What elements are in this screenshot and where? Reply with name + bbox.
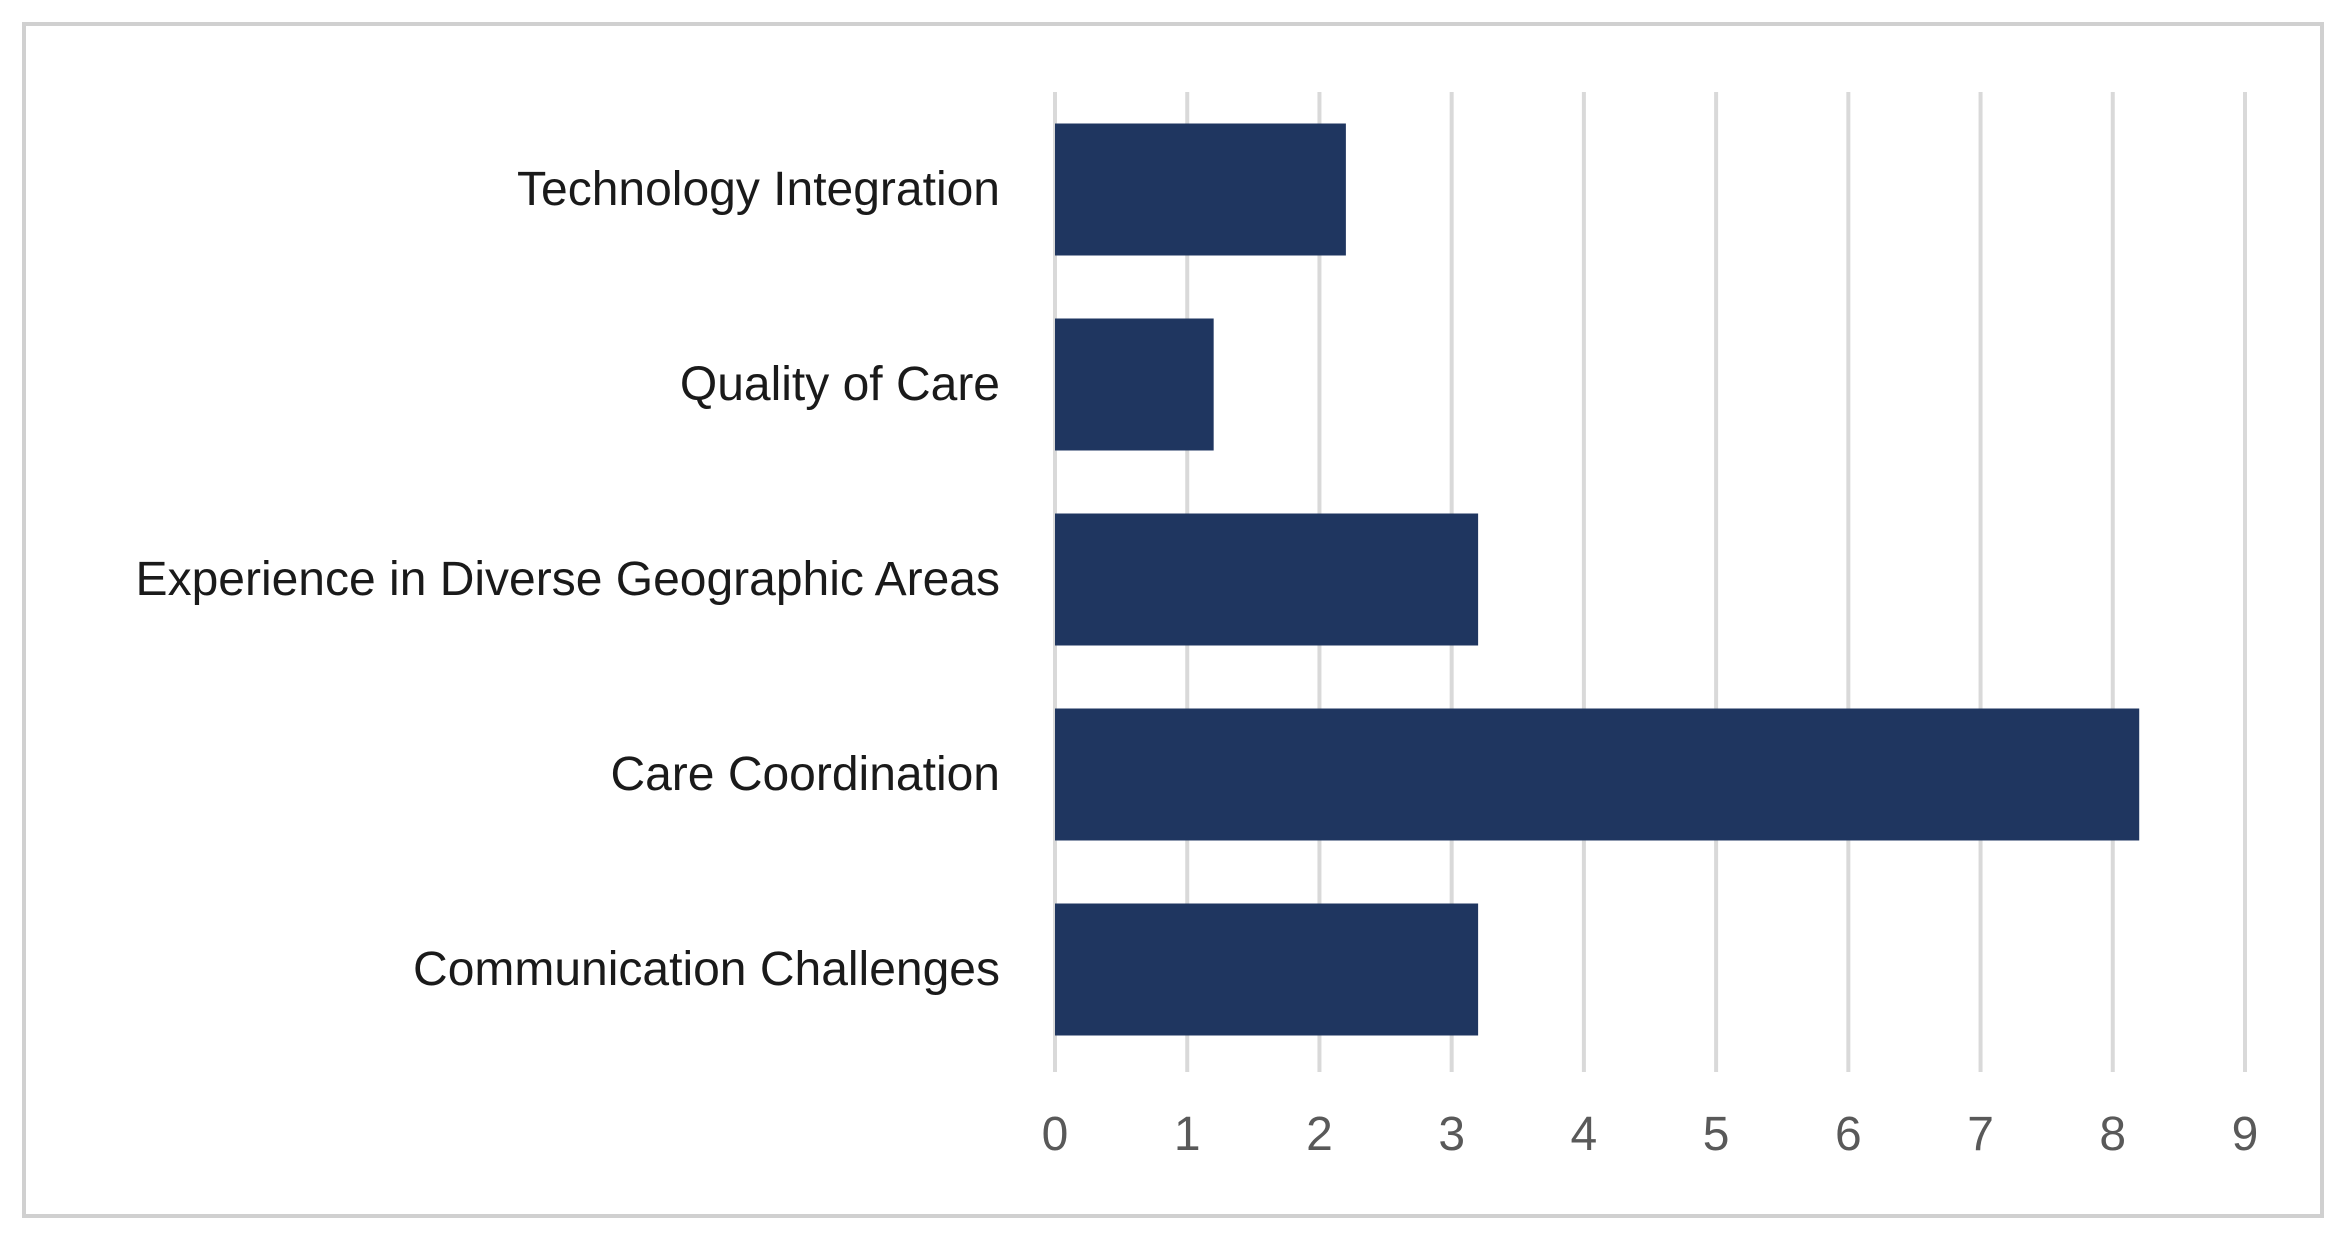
x-tick-label-7: 7	[1967, 1108, 1994, 1161]
x-tick-label-1: 1	[1174, 1108, 1201, 1161]
x-tick-label-0: 0	[1042, 1108, 1069, 1161]
x-tick-label-5: 5	[1703, 1108, 1730, 1161]
bar-care-coordination	[1055, 708, 2140, 841]
bar-quality-of-care	[1055, 318, 1214, 451]
x-axis-tick-labels: 0 1 2 3 4 5 6 7 8 9	[1042, 1108, 2259, 1161]
category-label-communication-challenges: Communication Challenges	[413, 943, 1000, 996]
category-label-care-coordination: Care Coordination	[610, 748, 1000, 801]
bar-technology-integration	[1055, 123, 1346, 256]
x-tick-label-6: 6	[1835, 1108, 1862, 1161]
x-tick-label-2: 2	[1306, 1108, 1333, 1161]
bar-communication-challenges	[1055, 903, 1479, 1036]
x-tick-label-4: 4	[1571, 1108, 1598, 1161]
category-labels: Technology Integration Quality of Care Exp…	[136, 163, 1000, 996]
category-label-technology-integration: Technology Integration	[517, 163, 1000, 216]
x-tick-label-8: 8	[2099, 1108, 2126, 1161]
x-tick-label-9: 9	[2232, 1108, 2259, 1161]
category-label-quality-of-care: Quality of Care	[680, 358, 1000, 411]
bar-experience-in-diverse-geographic-areas	[1055, 513, 1479, 646]
bars	[1055, 123, 2140, 1036]
x-tick-label-3: 3	[1438, 1108, 1465, 1161]
category-label-experience-in-diverse-geographic-areas: Experience in Diverse Geographic Areas	[136, 553, 1000, 606]
